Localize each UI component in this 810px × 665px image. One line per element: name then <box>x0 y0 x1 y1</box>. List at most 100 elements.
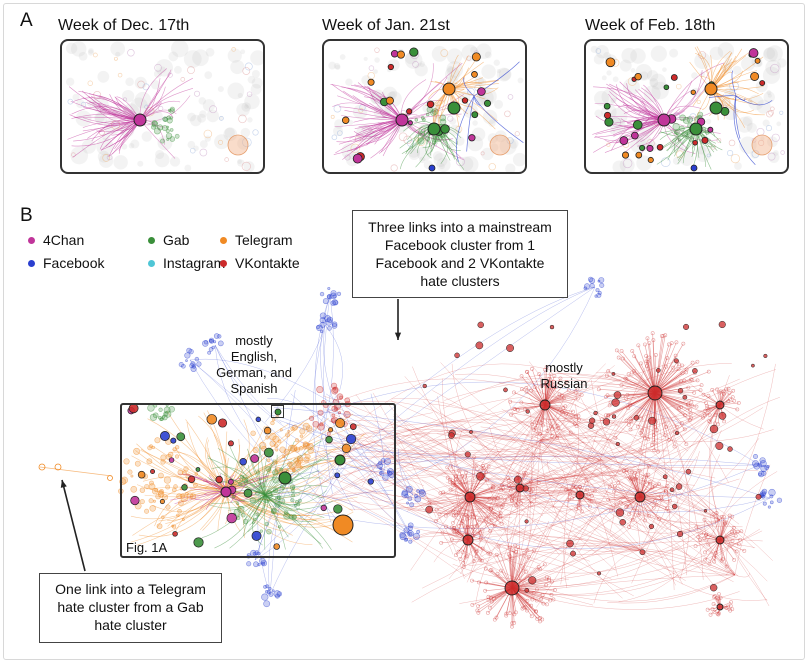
background-cluster-node <box>250 50 263 66</box>
background-cluster-node <box>243 161 255 172</box>
gab-node <box>253 517 257 522</box>
vk-hub-spoke <box>469 496 501 514</box>
background-cluster-node <box>630 48 646 64</box>
vk-link <box>428 403 721 521</box>
vk-link <box>710 404 723 534</box>
vk-node <box>503 387 508 393</box>
large-orange-node <box>489 134 511 156</box>
facebook-node <box>211 345 215 350</box>
vk-hub-leaf <box>500 483 504 488</box>
vk-hub-leaf <box>715 611 720 616</box>
facebook-node <box>202 340 209 347</box>
vk-hub-spoke <box>531 368 546 406</box>
vk-hub-leaf <box>694 525 699 530</box>
vk-link <box>470 444 571 491</box>
facebook-node <box>589 277 596 284</box>
vk-hub-leaf <box>716 611 721 616</box>
vk-hub-leaf <box>629 470 634 474</box>
vk-link <box>588 499 721 521</box>
vk-hub-large-spoke <box>654 335 663 394</box>
telegram-node <box>139 487 146 493</box>
background-cluster-node <box>65 77 75 87</box>
telegram-link <box>130 489 227 543</box>
vk-link <box>639 438 760 551</box>
vk-link <box>489 458 601 480</box>
bridge-link <box>390 400 618 444</box>
vk-hub-leaf <box>736 401 741 405</box>
vk-hub-leaf <box>458 556 463 561</box>
background-cluster-node <box>183 50 202 68</box>
vk-hub-large-spoke <box>647 338 656 394</box>
background-ring-node <box>92 52 98 58</box>
gab-node <box>160 138 165 144</box>
fig1a-cluster-node <box>227 440 234 447</box>
facebook-link <box>279 420 411 536</box>
vk-link <box>528 397 721 521</box>
vk-hub-large-spoke <box>654 392 675 447</box>
vk-hub-leaf <box>738 537 743 542</box>
vk-hub-leaf <box>454 477 459 482</box>
vk-hub-leaf <box>537 431 542 436</box>
fig1a-cluster-node <box>130 495 140 506</box>
facebook-link <box>254 490 393 561</box>
chan-link <box>347 87 403 121</box>
vk-hub-large-leaf <box>667 437 671 442</box>
vk-hub-leaf <box>495 571 500 576</box>
vk-hub-leaf <box>535 421 539 425</box>
gab-link <box>252 494 266 546</box>
vk-link <box>546 459 571 491</box>
fig1a-cluster-node <box>255 416 262 423</box>
vk-hub-spoke <box>544 404 571 433</box>
facebook-node <box>326 316 334 323</box>
vk-link <box>639 475 668 551</box>
vk-hub-large-leaf <box>623 376 628 381</box>
background-ring-node <box>238 114 247 124</box>
vk-hub-leaf <box>574 507 579 511</box>
telegram-node <box>177 508 182 514</box>
gab-node <box>270 493 274 497</box>
vk-hub-leaf <box>539 383 544 388</box>
vk-hub-large-leaf <box>686 385 691 390</box>
highlighted-cluster-node <box>663 84 670 91</box>
vk-hub-leaf <box>481 464 485 468</box>
facebook-node <box>268 586 272 591</box>
bridge-link <box>311 412 433 498</box>
vk-link <box>435 425 721 521</box>
background-cluster-node <box>169 156 181 167</box>
background-ring-node <box>333 104 342 113</box>
gab-link <box>256 494 266 520</box>
facebook-node <box>419 489 426 497</box>
vk-hub-leaf <box>713 413 718 417</box>
telegram-node <box>271 417 276 422</box>
vk-link <box>467 539 535 599</box>
vk-node <box>755 493 762 500</box>
background-ring-node <box>242 67 251 75</box>
telegram-node <box>274 460 278 464</box>
background-ring-node <box>154 63 162 72</box>
gab-node <box>265 465 272 472</box>
background-cluster-node <box>470 46 478 54</box>
gab-node <box>174 133 180 139</box>
vk-link <box>654 392 690 581</box>
vk-hub-leaf <box>463 555 468 560</box>
highlighted-cluster-node <box>477 87 486 96</box>
background-cluster-node <box>746 122 757 133</box>
vk-hub-leaf <box>509 412 513 417</box>
vk-hub-leaf <box>486 551 491 556</box>
vk-hub-leaf <box>721 391 726 396</box>
vk-hub-leaf <box>742 548 747 553</box>
highlighted-cluster-node <box>631 131 639 140</box>
vk-link <box>427 489 571 505</box>
facebook-node <box>766 465 770 469</box>
gab-hub <box>278 471 292 485</box>
vk-hub-leaf <box>716 422 720 427</box>
vk-hub-leaf <box>538 567 543 572</box>
vk-hub-leaf <box>478 558 483 563</box>
telegram-link <box>225 489 313 545</box>
vk-hub-leaf <box>568 430 573 435</box>
vk-hub-large-leaf <box>596 387 601 392</box>
vk-link <box>519 402 721 491</box>
vk-hub-large-leaf <box>695 378 700 383</box>
vk-link <box>404 484 641 551</box>
vk-link <box>599 364 686 461</box>
